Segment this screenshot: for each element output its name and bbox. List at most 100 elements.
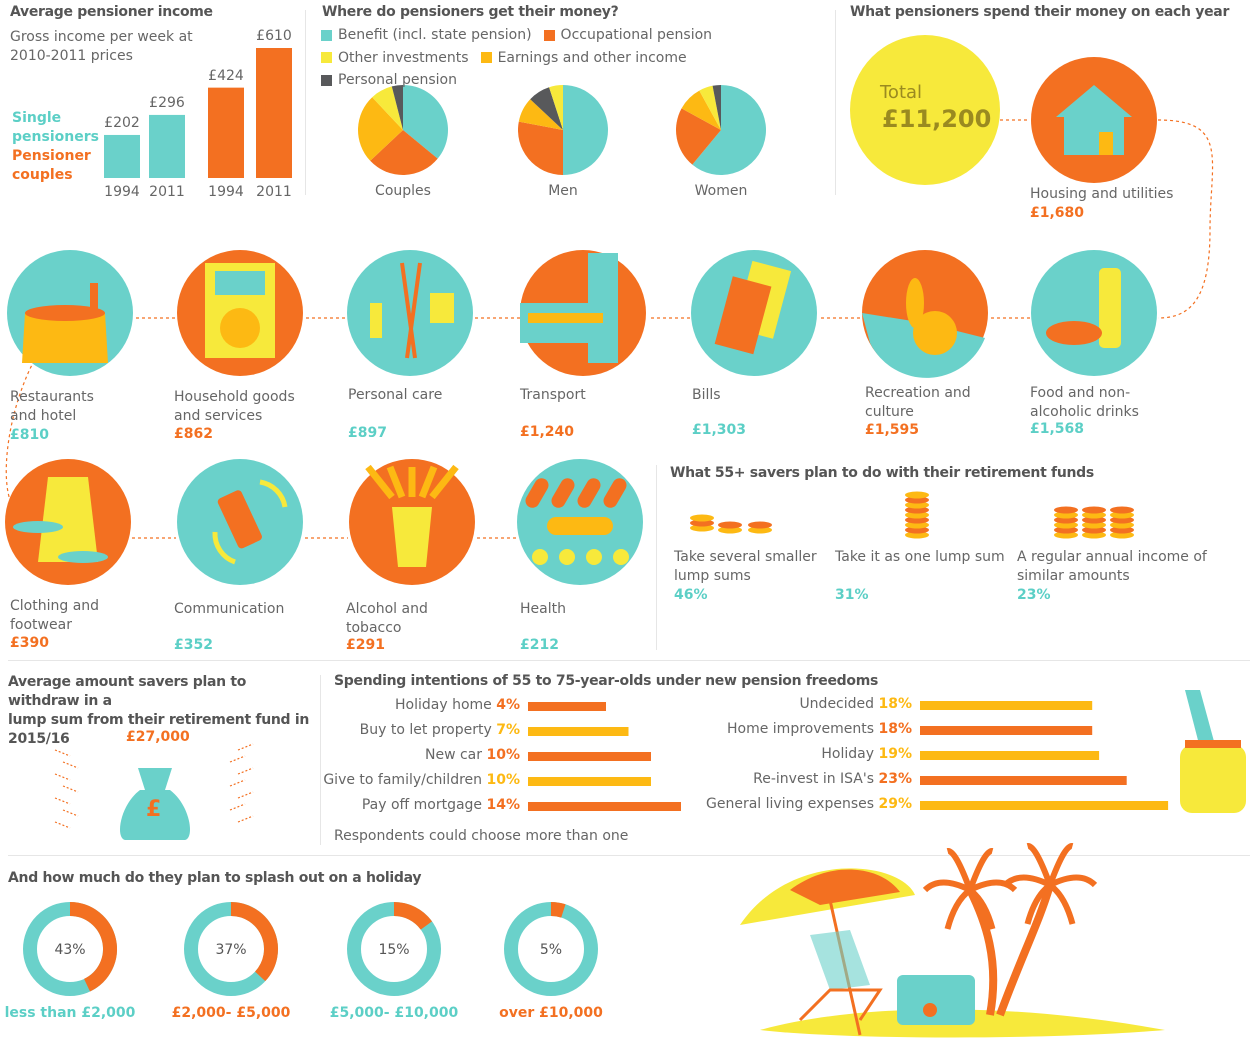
palm-leaf bbox=[1048, 874, 1098, 888]
category-value: £1,568 bbox=[1030, 421, 1085, 437]
divider bbox=[8, 855, 1250, 856]
donut-label: over £10,000 bbox=[499, 1005, 603, 1021]
category-value: £291 bbox=[346, 637, 385, 653]
palm-leaf bbox=[1002, 874, 1052, 888]
vehicle-icon bbox=[588, 253, 618, 363]
coin-stack-icon bbox=[690, 524, 714, 532]
coin-stack-icon bbox=[718, 526, 742, 534]
income-year-label: 1994 bbox=[104, 184, 140, 200]
drum bbox=[220, 308, 260, 348]
scissors-lipstick-icon bbox=[400, 262, 417, 359]
intent-bar bbox=[920, 701, 1093, 710]
intent-row-label: New car 10% bbox=[0, 746, 520, 765]
coin-stack-icon bbox=[905, 531, 929, 539]
palm-leaf bbox=[968, 887, 996, 930]
pie-slice bbox=[403, 85, 449, 159]
coin-stack-icon bbox=[1110, 521, 1134, 529]
intent-row-label: Holiday 19% bbox=[0, 745, 912, 764]
tablet-icon bbox=[532, 549, 548, 565]
jar-icon bbox=[1180, 745, 1246, 813]
pie-slice bbox=[676, 108, 721, 165]
donut-segment bbox=[230, 902, 278, 982]
legend-couples: Pensioner couples bbox=[12, 148, 91, 183]
pie-slice bbox=[391, 85, 403, 130]
intent-value: 18% bbox=[878, 721, 912, 737]
pills-icon bbox=[603, 478, 627, 508]
category-value: £1,240 bbox=[520, 424, 575, 440]
beer-glass-icon bbox=[392, 507, 432, 567]
intent-category: New car bbox=[425, 747, 483, 763]
donut-label: £2,000- £5,000 bbox=[171, 1005, 291, 1021]
coin-stack-icon bbox=[1082, 521, 1106, 529]
total-label: Total bbox=[880, 82, 923, 103]
intent-value: 10% bbox=[486, 772, 520, 788]
income-bar bbox=[104, 134, 140, 178]
intent-bar bbox=[920, 776, 1127, 785]
plan-value: 31% bbox=[835, 587, 869, 603]
category-label: Recreation and bbox=[865, 385, 971, 401]
intent-row-label: Re-invest in ISA's 23% bbox=[0, 770, 912, 789]
plans-title: What 55+ savers plan to do with their re… bbox=[670, 465, 1094, 481]
pills-icon bbox=[551, 478, 575, 508]
legend-swatch bbox=[321, 52, 332, 63]
intent-bar bbox=[920, 801, 1169, 810]
category-label: Food and non- bbox=[1030, 385, 1131, 401]
coin-stack-icon bbox=[718, 521, 742, 529]
plan-label: Take several smaller bbox=[674, 549, 817, 565]
sparkle-lines bbox=[237, 791, 254, 799]
legend-label: Other investments bbox=[338, 49, 469, 66]
legend-label: Earnings and other income bbox=[497, 49, 687, 66]
jar-lid bbox=[1185, 740, 1241, 748]
donut-label: £5,000- £10,000 bbox=[329, 1005, 459, 1021]
intent-category: Holiday home bbox=[395, 697, 492, 713]
coin-stack-icon bbox=[905, 496, 929, 504]
coin-stack-icon bbox=[1110, 526, 1134, 534]
coin-stack-icon bbox=[1054, 511, 1078, 519]
sparkle-lines bbox=[237, 767, 254, 775]
shoe-icon bbox=[58, 551, 108, 563]
plan-label: lump sums bbox=[674, 568, 751, 584]
screen bbox=[215, 271, 265, 295]
pills-icon bbox=[525, 478, 549, 508]
divider bbox=[656, 465, 657, 650]
category-value: £810 bbox=[10, 427, 49, 443]
category-label: Health bbox=[520, 601, 566, 617]
coin-stack-icon bbox=[1054, 516, 1078, 524]
category-label: footwear bbox=[10, 617, 72, 633]
deckchair-icon bbox=[810, 930, 870, 990]
legend-single: Single pensioners bbox=[12, 110, 99, 145]
house-icon bbox=[1064, 115, 1124, 155]
donut-segment bbox=[393, 902, 433, 930]
money-bag-icon bbox=[138, 768, 172, 790]
coin-stack-icon bbox=[1054, 506, 1078, 514]
divider bbox=[305, 10, 306, 195]
income-year-label: 2011 bbox=[149, 184, 185, 200]
coin-stack-icon bbox=[1054, 531, 1078, 539]
intent-value: 14% bbox=[486, 797, 520, 813]
coin-stack-icon bbox=[1110, 506, 1134, 514]
category-label: Restaurants bbox=[10, 389, 94, 405]
income-year-label: 1994 bbox=[208, 184, 244, 200]
door-icon bbox=[1099, 132, 1113, 155]
category-circle bbox=[1031, 250, 1157, 376]
scissors-lipstick-icon bbox=[405, 262, 422, 359]
sparkle-lines bbox=[54, 821, 71, 829]
pie-slice bbox=[699, 85, 721, 130]
bus-window bbox=[528, 313, 603, 323]
palm-leaf bbox=[944, 887, 972, 930]
pie-slice bbox=[549, 85, 563, 130]
sparkle-lines bbox=[62, 809, 79, 817]
intent-title: Spending intentions of 55 to 75-year-old… bbox=[334, 673, 879, 689]
coin-stack-icon bbox=[1110, 516, 1134, 524]
income-bar bbox=[256, 48, 292, 178]
coin-stack-icon bbox=[905, 491, 929, 499]
legend-item: Personal pension bbox=[321, 69, 457, 91]
divider bbox=[835, 10, 836, 195]
intent-bar bbox=[528, 702, 606, 711]
coin-stack-icon bbox=[748, 521, 772, 529]
category-label: Housing and utilities bbox=[1030, 186, 1174, 202]
pie-slice bbox=[681, 90, 721, 130]
intent-row-label: Pay off mortgage 14% bbox=[0, 796, 520, 815]
donut-percent: 15% bbox=[378, 942, 410, 958]
plan-value: 23% bbox=[1017, 587, 1051, 603]
